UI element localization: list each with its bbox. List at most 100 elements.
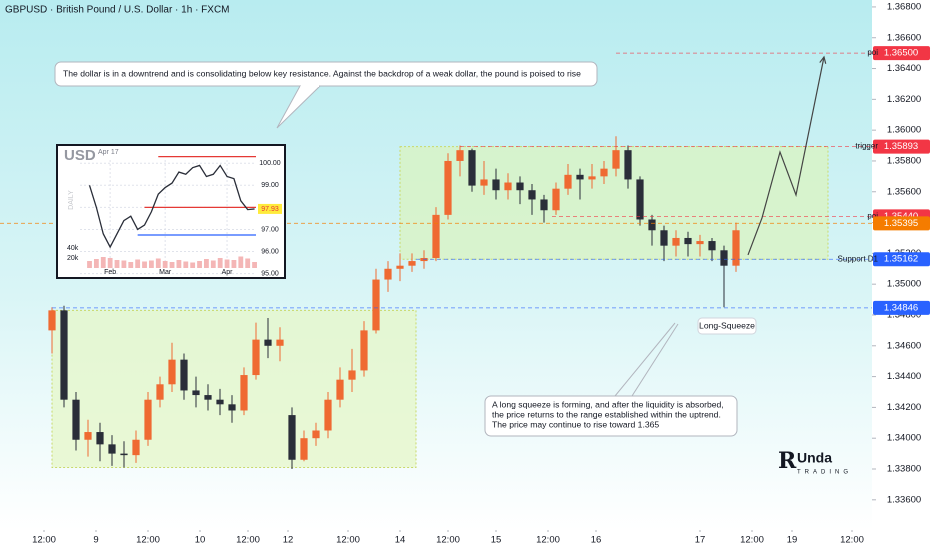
inset-y-tick-label: 100.00 (259, 160, 281, 167)
candle-body (240, 375, 248, 411)
inset-volume-bar (224, 259, 230, 268)
candle-body (336, 379, 344, 400)
candle-body (480, 179, 488, 186)
candle-body (372, 279, 380, 331)
chart-title: GBPUSD · British Pound / U.S. Dollar · 1… (5, 5, 230, 16)
x-tick-label: 19 (787, 535, 798, 546)
candle-body (72, 399, 80, 440)
candle-body (432, 214, 440, 258)
candle-body (156, 384, 164, 400)
candle-body (180, 359, 188, 391)
y-tick-label: 1.34600 (887, 340, 921, 351)
inset-volume-bar (176, 260, 182, 268)
level-label: 1.36500 (884, 48, 918, 59)
inset-last-box (258, 203, 282, 214)
inset-volume-bar (155, 258, 161, 268)
candle-body (504, 182, 512, 191)
candle-body (108, 444, 116, 454)
x-tick-label: 12:00 (336, 535, 360, 546)
candle-body (132, 439, 140, 456)
inset-date: Apr 17 (98, 149, 119, 156)
level-label-box (873, 216, 930, 231)
level-label: 1.35162 (884, 254, 918, 265)
callout-text: A long squeeze is forming, and after the… (492, 399, 724, 409)
candle-body (264, 339, 272, 346)
level-label-box (873, 139, 930, 154)
candle-body (144, 399, 152, 440)
candle-body (444, 160, 452, 215)
y-tick-label: 1.34800 (887, 309, 921, 320)
candle-body (708, 241, 716, 251)
inset-volume-bar (142, 261, 147, 268)
level-name: poi (867, 48, 878, 57)
callout-text: The dollar is in a downtrend and is cons… (63, 68, 581, 78)
inset-chart: USD Apr 17 DAILY 100.0099.0098.0097.0096… (56, 144, 286, 279)
annotations: The dollar is in a downtrend and is cons… (54, 61, 848, 476)
inset-frame (56, 144, 286, 279)
inset-volume-bar (162, 261, 168, 268)
x-tick-label: 12 (283, 535, 294, 546)
callout-text: The price may continue to rise toward 1.… (492, 419, 659, 429)
candle-body (120, 453, 128, 456)
y-tick-label: 1.35800 (887, 155, 921, 166)
level-name: trigger (855, 142, 878, 151)
inset-timeframe: DAILY (68, 190, 75, 210)
inset-volume-bar (238, 256, 244, 268)
inset-y-tick-label: 96.00 (261, 248, 279, 255)
candle-body (360, 330, 368, 371)
price-axis (872, 0, 932, 550)
logo-mark: R (778, 448, 797, 474)
y-tick-label: 1.33600 (887, 494, 921, 505)
level-name: poi (867, 212, 878, 221)
x-tick-label: 12:00 (236, 535, 260, 546)
candle-body (276, 339, 284, 346)
x-tick-label: 12:00 (740, 535, 764, 546)
inset-volume-bar (128, 262, 134, 268)
candle-body (468, 150, 476, 186)
x-tick-label: 16 (591, 535, 602, 546)
inset-volume-bar (245, 258, 251, 268)
inset-x-tick-label: Apr (222, 269, 234, 276)
level-label: 1.35395 (884, 218, 918, 229)
callout-joint (301, 84, 319, 87)
x-tick-label: 12:00 (136, 535, 160, 546)
candle-body (732, 230, 740, 266)
inset-y-tick-label: 99.00 (261, 182, 279, 189)
inset-volume-bar (190, 262, 196, 268)
projection-arrowhead (819, 55, 827, 64)
y-tick-label: 1.35000 (887, 279, 921, 290)
candle-body (576, 174, 584, 180)
candle-body (660, 230, 668, 246)
candle-body (684, 237, 692, 245)
inset-x-tick-label: Mar (159, 269, 172, 276)
inset-line (88, 164, 255, 249)
levels: 1.36500poi1.35893trigger1.35440poi1.3539… (0, 46, 930, 315)
y-tick-label: 1.36200 (887, 94, 921, 105)
candle-body (624, 150, 632, 180)
candle-body (228, 404, 236, 411)
inset-volume-bar (93, 259, 99, 268)
candle-body (588, 176, 596, 180)
candles (48, 136, 740, 470)
inset-volume-tick: 40k (67, 245, 79, 252)
candle-body (720, 250, 728, 266)
callout-box (484, 395, 738, 437)
candle-body (300, 438, 308, 460)
candle-body (600, 168, 608, 177)
label-box (697, 317, 757, 335)
inset-volume-bar (114, 260, 120, 268)
inset-title: USD (64, 147, 96, 164)
candle-body (612, 150, 620, 169)
projection-path (747, 56, 825, 256)
inset-volume-bar (183, 261, 189, 268)
x-tick-label: 14 (395, 535, 406, 546)
time-axis (0, 530, 872, 550)
candle-body (396, 265, 404, 269)
x-tick-label: 9 (93, 535, 98, 546)
candle-body (252, 339, 260, 376)
x-tick-label: 12:00 (536, 535, 560, 546)
candle-body (84, 432, 92, 440)
inset-volume-bar (148, 260, 154, 268)
inset-volume-bar (217, 258, 223, 268)
